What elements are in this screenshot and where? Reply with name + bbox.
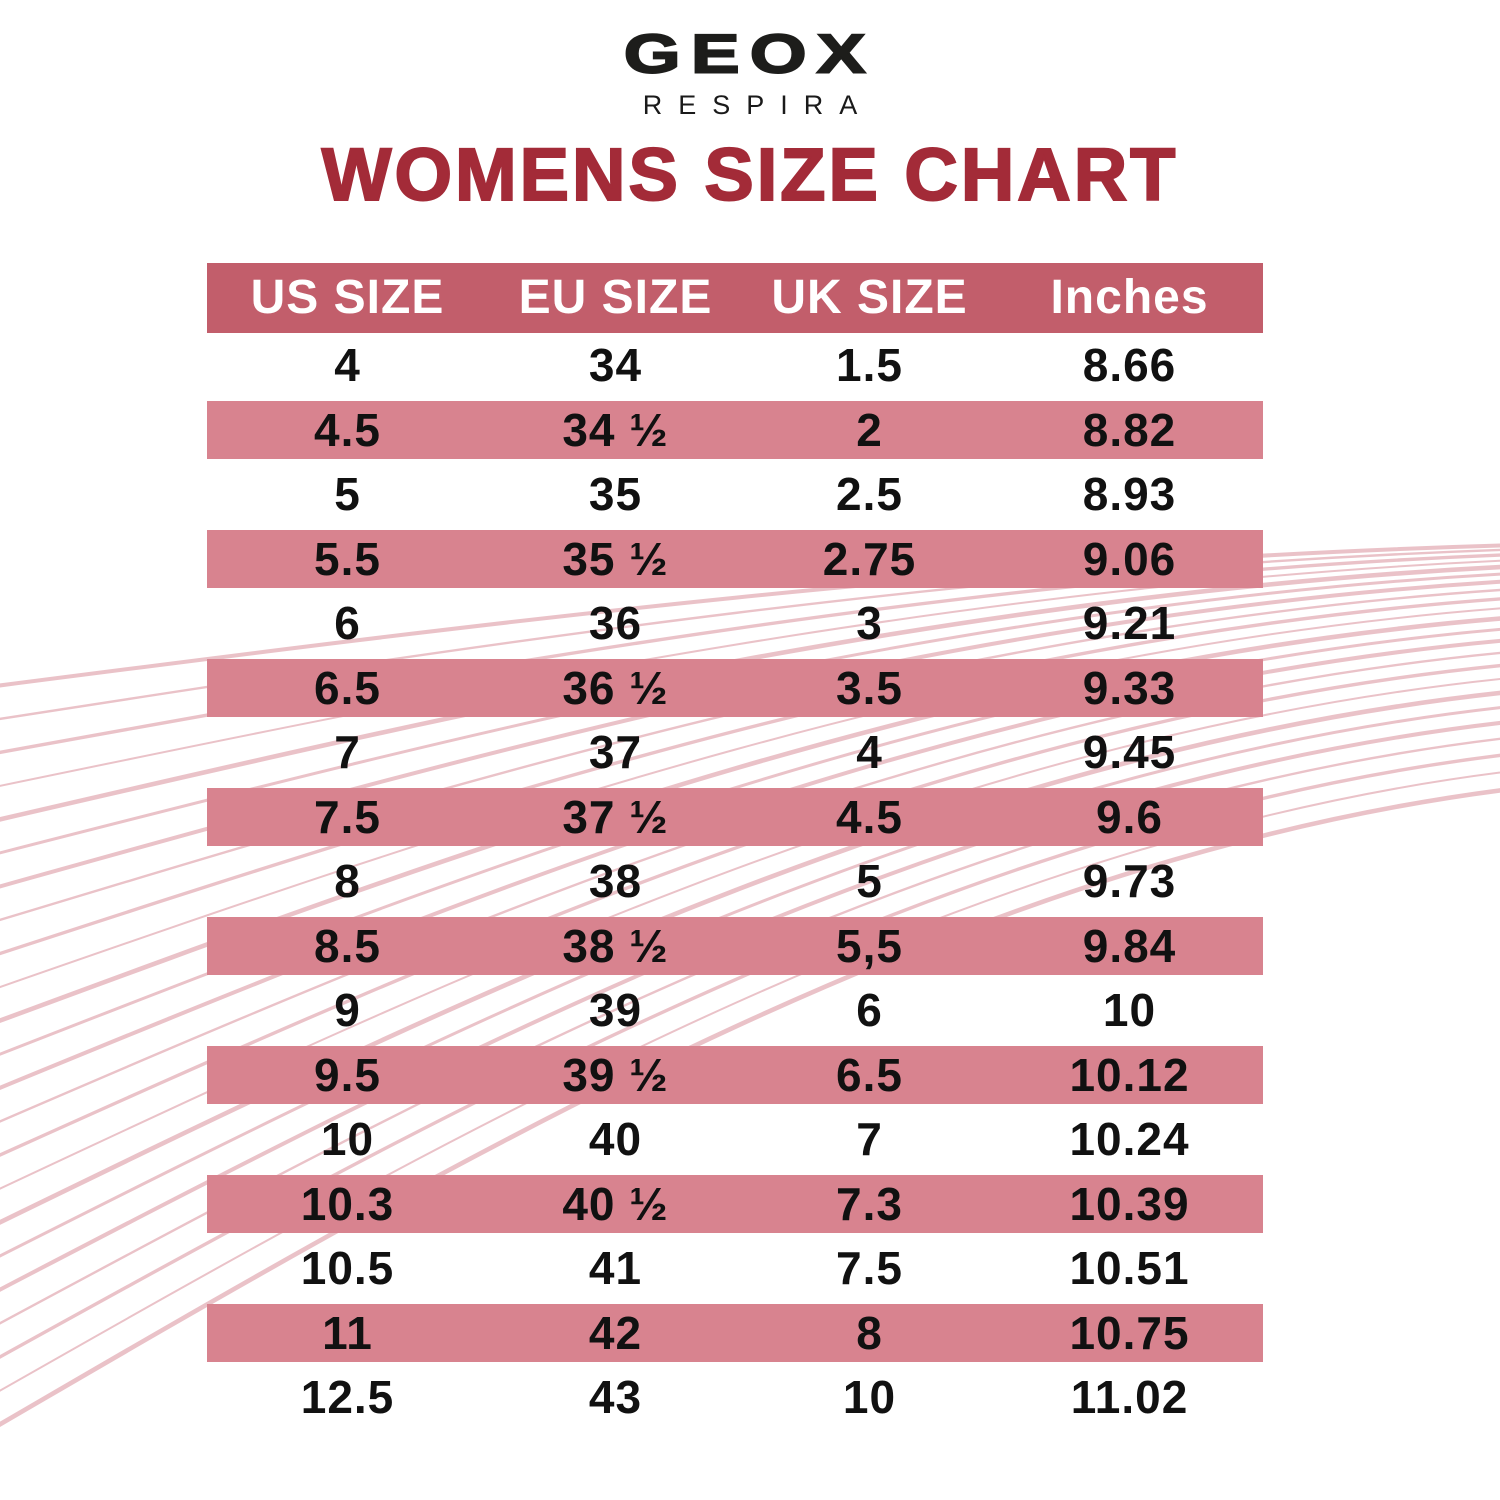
table-cell: 42 [588, 1306, 643, 1359]
table-cell: 37 [588, 726, 643, 779]
table-row: 9.5 39 ½ 6.5 10.12 [207, 1043, 1263, 1108]
table-cell: 5,5 [836, 919, 903, 972]
table-cell: 10.51 [1069, 1242, 1190, 1295]
table-cell: 38 [588, 855, 643, 908]
table-cell: 9.06 [1082, 532, 1177, 585]
table-row: 10.3 40 ½ 7.3 10.39 [207, 1172, 1263, 1237]
table-row: 9 39 6 10 [207, 978, 1263, 1043]
table-cell: 6 [334, 597, 361, 650]
table-cell: 7.3 [836, 1177, 903, 1230]
table-cell: 10.24 [1069, 1113, 1190, 1166]
table-cell: 2.5 [836, 468, 903, 521]
col-header-eu-size: EU SIZE [518, 271, 713, 324]
table-cell: 10 [320, 1113, 375, 1166]
table-cell: 35 ½ [562, 532, 669, 585]
table-cell: 38 ½ [562, 919, 669, 972]
table-cell: 40 ½ [562, 1177, 669, 1230]
table-cell: 10.5 [300, 1242, 395, 1295]
table-cell: 8 [856, 1306, 883, 1359]
table-cell: 10.3 [300, 1177, 395, 1230]
table-cell: 9.6 [1096, 790, 1163, 843]
table-cell: 3 [856, 597, 883, 650]
table-cell: 4 [334, 339, 361, 392]
table-cell: 9.84 [1082, 919, 1177, 972]
size-chart-table: US SIZE EU SIZE UK SIZE Inches 4 34 1.5 8.6… [207, 263, 1263, 1430]
table-cell: 5 [856, 855, 883, 908]
table-cell: 34 [588, 339, 643, 392]
table-cell: 8.82 [1082, 403, 1177, 456]
table-cell: 5 [334, 468, 361, 521]
table-cell: 40 [588, 1113, 643, 1166]
table-row: 8 38 5 9.73 [207, 849, 1263, 914]
table-cell: 37 ½ [562, 790, 669, 843]
table-row: 7.5 37 ½ 4.5 9.6 [207, 785, 1263, 850]
table-cell: 4.5 [836, 790, 903, 843]
table-row: 11 42 8 10.75 [207, 1301, 1263, 1366]
table-cell: 10 [1102, 984, 1157, 1037]
brand-logo: GEOX [623, 22, 876, 85]
table-cell: 34 ½ [562, 403, 669, 456]
table-cell: 9.5 [314, 1048, 381, 1101]
table-cell: 9.21 [1082, 597, 1177, 650]
table-cell: 12.5 [300, 1371, 395, 1424]
table-cell: 6.5 [314, 661, 381, 714]
table-cell: 36 [588, 597, 643, 650]
table-cell: 41 [588, 1242, 643, 1295]
table-row: 6.5 36 ½ 3.5 9.33 [207, 656, 1263, 721]
table-cell: 43 [588, 1371, 643, 1424]
table-row: 4 34 1.5 8.66 [207, 333, 1263, 398]
table-cell: 6 [856, 984, 883, 1037]
table-cell: 39 [588, 984, 643, 1037]
table-row: 5 35 2.5 8.93 [207, 462, 1263, 527]
table-cell: 10.12 [1069, 1048, 1190, 1101]
table-cell: 11.02 [1070, 1371, 1189, 1424]
col-header-inches: Inches [1050, 271, 1209, 324]
table-cell: 6.5 [836, 1048, 903, 1101]
table-cell: 9.73 [1082, 855, 1177, 908]
table-cell: 9.33 [1082, 661, 1177, 714]
table-cell: 10 [842, 1371, 897, 1424]
table-row: 7 37 4 9.45 [207, 720, 1263, 785]
table-cell: 4.5 [314, 403, 381, 456]
table-cell: 8.66 [1082, 339, 1177, 392]
table-cell: 36 ½ [562, 661, 669, 714]
table-cell: 9 [334, 984, 361, 1037]
table-cell: 10.39 [1069, 1177, 1190, 1230]
col-header-us-size: US SIZE [250, 271, 445, 324]
table-cell: 11 [322, 1306, 373, 1359]
table-row: 6 36 3 9.21 [207, 591, 1263, 656]
table-row: 10.5 41 7.5 10.51 [207, 1236, 1263, 1301]
table-cell: 7.5 [836, 1242, 903, 1295]
table-cell: 1.5 [836, 339, 903, 392]
table-cell: 9.45 [1082, 726, 1177, 779]
table-cell: 10.75 [1069, 1306, 1190, 1359]
table-cell: 39 ½ [562, 1048, 669, 1101]
table-cell: 7 [856, 1113, 883, 1166]
table-row: 10 40 7 10.24 [207, 1107, 1263, 1172]
table-row: 12.5 43 10 11.02 [207, 1365, 1263, 1430]
brand-tagline: RESPIRA [642, 90, 874, 120]
table-cell: 8.5 [314, 919, 381, 972]
col-header-uk-size: UK SIZE [771, 271, 968, 324]
table-cell: 2 [856, 403, 883, 456]
table-cell: 8 [334, 855, 361, 908]
table-cell: 35 [588, 468, 643, 521]
table-row: 5.5 35 ½ 2.75 9.06 [207, 527, 1263, 592]
table-row: 8.5 38 ½ 5,5 9.84 [207, 914, 1263, 979]
table-cell: 3.5 [836, 661, 903, 714]
page-title: WOMENS SIZE CHART [321, 133, 1179, 216]
table-cell: 7.5 [314, 790, 381, 843]
table-header-row: US SIZE EU SIZE UK SIZE Inches [207, 263, 1263, 333]
table-row: 4.5 34 ½ 2 8.82 [207, 398, 1263, 463]
brand-block: GEOX RESPIRA [0, 22, 1500, 120]
table-cell: 8.93 [1082, 468, 1177, 521]
table-cell: 7 [334, 726, 361, 779]
table-cell: 4 [856, 726, 883, 779]
table-cell: 5.5 [314, 532, 381, 585]
table-cell: 2.75 [822, 532, 917, 585]
